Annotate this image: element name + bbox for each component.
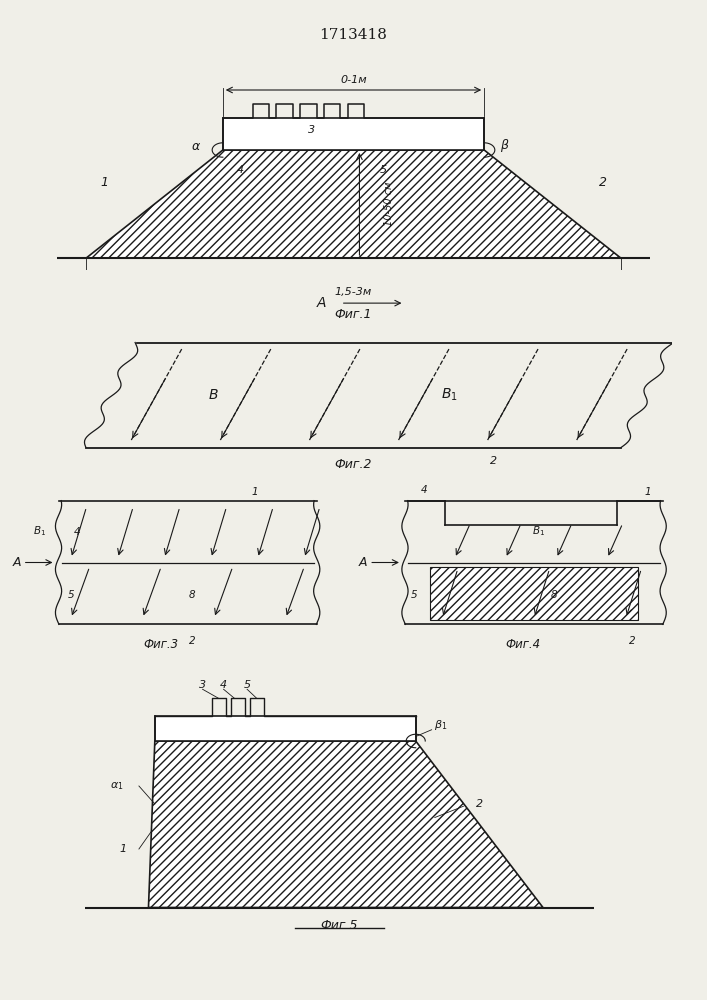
Polygon shape [86,150,621,258]
Text: 3: 3 [199,680,206,690]
Text: $\beta$: $\beta$ [500,137,510,154]
Text: 2: 2 [599,176,607,188]
Text: 5: 5 [243,680,251,690]
Text: 1,5-3м: 1,5-3м [335,287,372,297]
Text: 0-1м: 0-1м [340,75,367,85]
Text: А: А [13,556,21,569]
Text: А: А [317,296,327,310]
Text: 4: 4 [421,485,427,495]
Text: Фиг.1: Фиг.1 [334,308,373,320]
Text: 1: 1 [100,176,108,188]
Text: Фиг.3: Фиг.3 [144,639,179,652]
Text: В: В [209,388,218,402]
Text: 4: 4 [74,527,81,537]
Text: 5: 5 [380,165,387,175]
Text: $\alpha_1$: $\alpha_1$ [110,780,124,792]
Polygon shape [430,567,638,620]
Text: 1: 1 [251,487,258,497]
Polygon shape [223,118,484,150]
Text: 10-50 см: 10-50 см [384,182,394,226]
Text: 2: 2 [490,456,497,466]
Text: $\beta_1$: $\beta_1$ [435,718,448,732]
Text: 1: 1 [119,844,127,854]
Text: А: А [359,556,368,569]
Text: 2: 2 [476,799,483,809]
Text: 1: 1 [644,487,651,497]
Text: 1713418: 1713418 [320,28,387,42]
Text: 2: 2 [629,636,636,646]
Text: 8: 8 [189,590,196,600]
Text: 5: 5 [411,590,418,600]
Text: 3: 3 [308,125,315,135]
Text: 4: 4 [220,680,227,690]
Text: Фиг.5: Фиг.5 [320,919,358,932]
Text: $В_1$: $В_1$ [532,525,545,538]
Polygon shape [155,716,416,741]
Text: $В_1$: $В_1$ [33,525,47,538]
Text: Фиг.4: Фиг.4 [506,639,541,652]
Text: 2: 2 [189,636,196,646]
Text: 5: 5 [68,590,74,600]
Text: 4: 4 [237,165,244,175]
Text: Фиг.2: Фиг.2 [334,458,373,471]
Polygon shape [148,741,543,908]
Text: $\alpha$: $\alpha$ [191,139,201,152]
Text: $В_1$: $В_1$ [440,387,457,403]
Text: 8: 8 [551,590,558,600]
